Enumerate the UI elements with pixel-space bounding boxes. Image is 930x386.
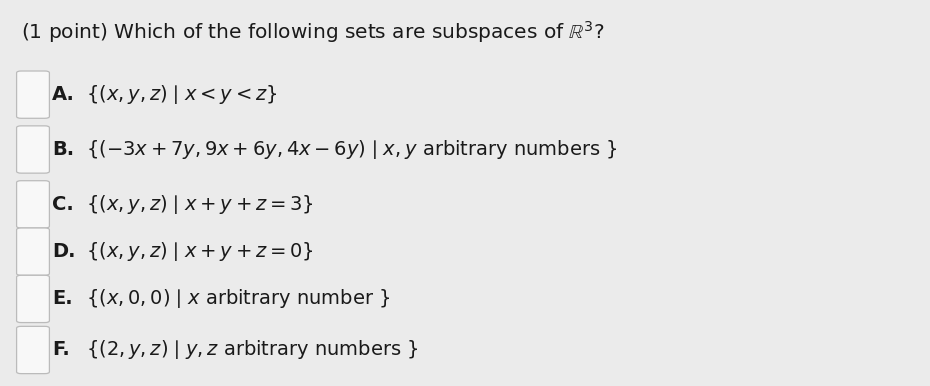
Text: A.: A. — [52, 85, 75, 104]
Text: $\{(x, 0, 0) \mid x$ arbitrary number $\}$: $\{(x, 0, 0) \mid x$ arbitrary number $\… — [86, 288, 391, 310]
FancyBboxPatch shape — [17, 275, 49, 323]
Text: E.: E. — [52, 290, 73, 308]
Text: D.: D. — [52, 242, 75, 261]
Text: $\{(x, y, z) \mid x < y < z\}$: $\{(x, y, z) \mid x < y < z\}$ — [86, 83, 277, 106]
FancyBboxPatch shape — [17, 181, 49, 228]
Text: $\{(-3x + 7y, 9x + 6y, 4x - 6y) \mid x, y$ arbitrary numbers $\}$: $\{(-3x + 7y, 9x + 6y, 4x - 6y) \mid x, … — [86, 138, 618, 161]
Text: $\{(x, y, z) \mid x + y + z = 0\}$: $\{(x, y, z) \mid x + y + z = 0\}$ — [86, 240, 313, 263]
FancyBboxPatch shape — [17, 71, 49, 118]
FancyBboxPatch shape — [17, 228, 49, 275]
Text: C.: C. — [52, 195, 73, 214]
FancyBboxPatch shape — [17, 126, 49, 173]
Text: (1 point) Which of the following sets are subspaces of $\mathbb{R}^3$?: (1 point) Which of the following sets ar… — [21, 19, 604, 45]
FancyBboxPatch shape — [17, 326, 49, 374]
Text: B.: B. — [52, 140, 74, 159]
Text: $\{(2, y, z) \mid y, z$ arbitrary numbers $\}$: $\{(2, y, z) \mid y, z$ arbitrary number… — [86, 339, 418, 361]
Text: F.: F. — [52, 340, 70, 359]
Text: $\{(x, y, z) \mid x + y + z = 3\}$: $\{(x, y, z) \mid x + y + z = 3\}$ — [86, 193, 313, 216]
